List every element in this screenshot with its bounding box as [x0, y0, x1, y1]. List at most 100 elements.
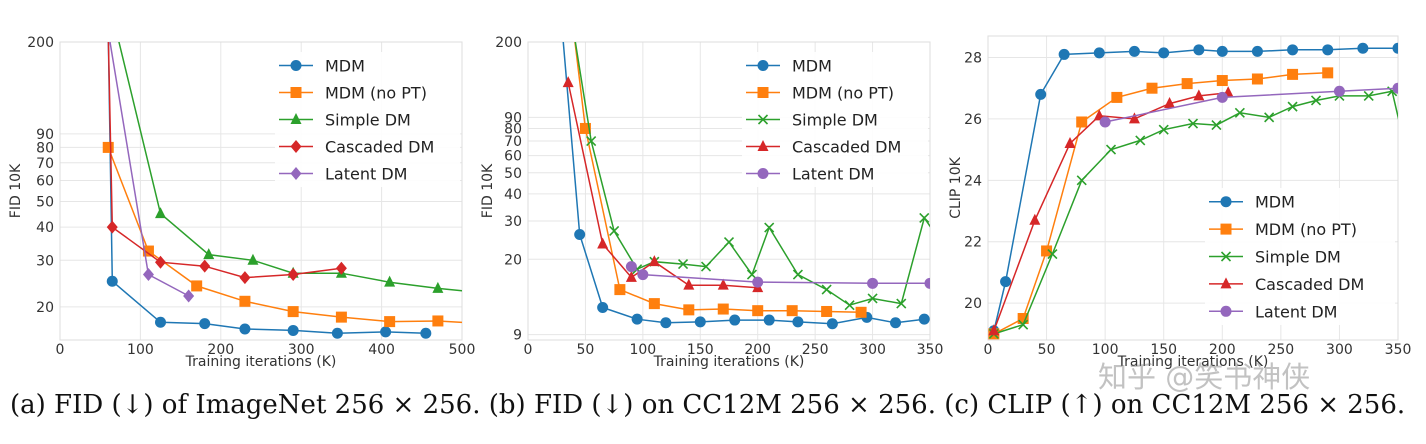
data-point — [683, 304, 695, 316]
series-mdm — [103, 26, 432, 339]
data-point — [239, 271, 251, 285]
legend-marker — [290, 140, 302, 153]
data-point — [625, 261, 637, 273]
x-tick-label: 100 — [127, 342, 154, 358]
legend-label: Latent DM — [792, 165, 874, 184]
data-point — [1035, 88, 1047, 100]
panel-a-legend: MDM MDM (no PT) Simple DM Cascaded DM Latent… — [275, 52, 460, 187]
y-tick-label: 80 — [504, 121, 522, 137]
data-point — [1076, 116, 1088, 128]
y-axis-label: CLIP 10K — [948, 156, 964, 218]
panel-b-frame — [527, 41, 931, 341]
y-tick-label: 26 — [964, 112, 982, 128]
y-axis-label: FID 10K — [480, 163, 496, 218]
data-point — [919, 212, 930, 223]
data-point — [384, 316, 396, 328]
data-point — [1111, 91, 1123, 103]
data-point — [473, 286, 484, 297]
series-mdm — [562, 42, 930, 330]
legend-label: MDM — [325, 57, 365, 76]
data-point — [1058, 48, 1070, 60]
legend-label: Simple DM — [1255, 248, 1341, 267]
data-point — [1287, 44, 1299, 56]
data-point — [239, 323, 251, 335]
legend-label: Cascaded DM — [1255, 275, 1364, 294]
data-point — [432, 315, 444, 327]
data-point — [752, 305, 764, 317]
data-point — [103, 25, 114, 38]
data-point — [1064, 136, 1076, 148]
data-point — [1333, 85, 1345, 97]
legend-label: MDM (no PT) — [1255, 220, 1357, 239]
data-point — [1000, 276, 1012, 288]
data-point — [335, 261, 347, 275]
series-cascaded-dm — [988, 86, 1234, 336]
data-point — [1135, 135, 1146, 146]
legend-marker — [1220, 251, 1232, 262]
data-point — [1093, 47, 1105, 59]
legend-label: Simple DM — [325, 111, 411, 130]
data-point — [683, 278, 695, 290]
data-point — [102, 141, 114, 153]
data-point — [1164, 97, 1176, 109]
legend-item-cascaded-dm: Cascaded DM — [279, 138, 434, 157]
data-point — [1216, 91, 1228, 103]
data-point — [890, 317, 902, 329]
panel-a-frame — [59, 41, 463, 341]
legend-item-latent-dm: Latent DM — [746, 165, 874, 184]
data-point — [694, 316, 706, 328]
legend-item-simple-dm: Simple DM — [1209, 248, 1341, 267]
data-point — [1099, 116, 1111, 128]
data-point — [1234, 107, 1245, 118]
data-point — [199, 259, 211, 273]
data-point — [1310, 95, 1322, 106]
panel-a: 0 100 200 300 400 5002030405060708090200Train… — [8, 25, 484, 370]
legend-label: Simple DM — [792, 111, 878, 130]
panel-b-legend: MDM MDM (no PT) Simple DM Cascaded DM Latent… — [742, 52, 928, 187]
data-point — [821, 284, 832, 295]
legend-marker — [290, 113, 302, 124]
legend-marker — [1220, 277, 1232, 289]
data-point — [609, 225, 620, 237]
series-line — [630, 265, 930, 285]
series-cascaded-dm — [562, 76, 764, 293]
data-point — [821, 305, 833, 317]
data-point — [183, 289, 195, 303]
y-tick-label: 60 — [504, 149, 522, 165]
y-tick-label: 9 — [513, 328, 522, 344]
x-tick-label: 300 — [288, 342, 315, 358]
data-point — [1193, 44, 1205, 56]
legend-item-cascaded-dm: Cascaded DM — [746, 138, 901, 157]
legend-item-mdm: MDM — [279, 57, 365, 76]
legend-label: Cascaded DM — [325, 138, 434, 157]
y-tick-label: 200 — [27, 35, 54, 51]
y-tick-label: 30 — [36, 253, 54, 269]
data-point — [1251, 45, 1263, 57]
data-point — [1392, 82, 1398, 94]
data-point — [568, 28, 579, 39]
y-tick-label: 24 — [964, 173, 982, 189]
data-point — [896, 298, 907, 309]
data-point — [569, 29, 578, 38]
series-line — [567, 82, 758, 289]
x-tick-label: 200 — [207, 342, 234, 358]
legend-item-mdm-no-pt: MDM (no PT) — [279, 84, 427, 103]
data-point — [918, 313, 930, 325]
data-point — [1251, 73, 1263, 85]
data-point — [597, 237, 609, 249]
data-point — [1076, 175, 1087, 186]
x-tick-label: 350 — [1385, 342, 1412, 358]
caption-b: (b) FID (↓) on CC12M 256 × 256. — [488, 390, 936, 420]
data-point — [106, 275, 118, 287]
legend-label: MDM — [792, 57, 832, 76]
data-point — [1264, 112, 1275, 123]
data-point — [155, 316, 166, 328]
x-tick-label: 100 — [629, 342, 656, 358]
data-point — [111, 25, 122, 36]
watermark: 知乎 @笑书神侠 — [1098, 360, 1311, 394]
data-point — [103, 26, 114, 37]
legend-item-simple-dm: Simple DM — [279, 111, 411, 130]
data-point — [723, 236, 735, 248]
x-tick-label: 250 — [1267, 342, 1294, 358]
y-tick-label: 50 — [504, 166, 522, 182]
